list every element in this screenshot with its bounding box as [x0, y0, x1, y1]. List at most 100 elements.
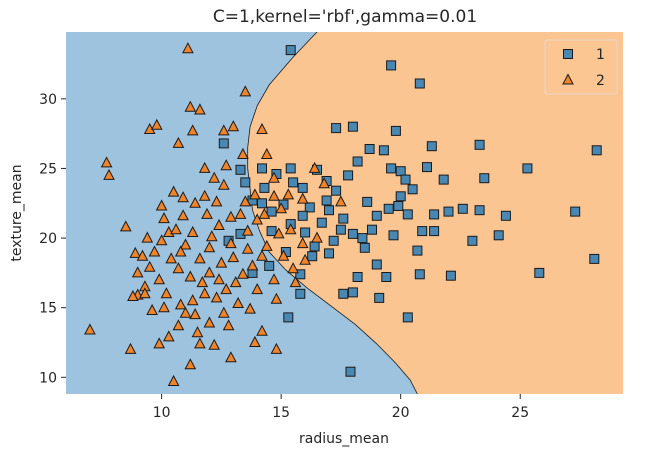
data-point-class-1: [417, 226, 428, 237]
data-point-class-1: [259, 182, 270, 193]
data-point-class-2: [177, 209, 189, 221]
data-point-class-1: [474, 139, 485, 150]
data-point-class-1: [283, 312, 294, 323]
data-point-class-1: [367, 224, 377, 235]
data-point-class-2: [318, 177, 331, 189]
data-point-class-2: [198, 287, 211, 299]
data-point-class-2: [225, 210, 237, 222]
data-point-class-1: [534, 267, 545, 278]
data-point-class-2: [260, 147, 273, 159]
data-point-class-2: [191, 326, 204, 338]
data-point-class-2: [158, 301, 170, 313]
data-point-class-2: [229, 276, 242, 288]
data-point-class-2: [284, 223, 297, 235]
data-point-class-2: [201, 207, 213, 219]
data-point-class-2: [234, 207, 247, 219]
data-point-class-1: [345, 366, 356, 377]
legend-label-class-2: 2: [596, 73, 605, 89]
data-point-class-1: [500, 210, 511, 221]
data-point-class-2: [251, 213, 264, 225]
data-point-class-1: [402, 209, 413, 220]
data-point-class-1: [414, 269, 425, 280]
data-point-class-2: [213, 273, 225, 285]
data-point-class-2: [227, 251, 240, 263]
data-point-class-2: [172, 262, 185, 274]
data-point-class-2: [272, 227, 285, 239]
data-point-class-1: [381, 272, 392, 282]
data-point-class-1: [374, 292, 385, 303]
data-point-class-2: [311, 231, 323, 243]
data-point-class-2: [184, 358, 197, 370]
data-point-class-1: [371, 259, 382, 270]
data-point-class-2: [189, 308, 201, 320]
data-point-class-1: [467, 235, 478, 246]
data-point-class-2: [148, 245, 161, 257]
data-point-class-2: [260, 239, 273, 251]
data-point-class-1: [297, 182, 308, 193]
legend-frame: [544, 39, 618, 95]
data-point-class-1: [438, 174, 449, 185]
data-point-class-2: [217, 124, 230, 136]
data-point-class-1: [328, 235, 339, 246]
data-point-class-2: [256, 324, 268, 336]
legend: 12: [544, 39, 618, 95]
y-axis: 10 15 20 25 30: [39, 92, 66, 386]
data-point-class-2: [203, 241, 216, 253]
data-point-class-1: [285, 45, 296, 56]
data-point-class-2: [136, 249, 149, 261]
data-point-class-2: [270, 292, 283, 304]
legend-items: 12: [562, 47, 605, 89]
data-point-class-2: [179, 306, 192, 318]
data-point-class-2: [210, 195, 223, 207]
data-point-class-1: [591, 145, 602, 156]
data-point-class-2: [127, 289, 139, 301]
x-axis-label: radius_mean: [299, 431, 389, 447]
y-tick-label: 10: [39, 370, 57, 386]
x-tick-label: 10: [153, 405, 171, 421]
data-point-class-2: [196, 276, 209, 288]
data-point-class-1: [362, 196, 373, 207]
data-point-class-2: [139, 287, 151, 299]
data-point-class-1: [218, 138, 229, 149]
data-point-class-2: [167, 185, 180, 197]
data-point-class-1: [388, 230, 399, 241]
data-point-class-1: [235, 164, 246, 175]
data-point-class-2: [100, 156, 113, 168]
data-point-class-2: [208, 338, 221, 350]
data-point-class-2: [141, 231, 154, 243]
data-point-class-2: [194, 103, 206, 115]
data-point-class-1: [347, 228, 358, 239]
data-point-class-1: [295, 288, 306, 299]
data-point-class-1: [474, 205, 485, 216]
data-point-class-2: [119, 220, 132, 232]
data-point-class-2: [256, 249, 268, 261]
data-point-class-2: [184, 270, 197, 282]
y-axis-label: texture_mean: [9, 164, 25, 261]
data-point-class-1: [426, 141, 437, 152]
data-point-class-1: [443, 206, 454, 217]
x-tick-label: 25: [511, 405, 529, 421]
data-point-class-2: [210, 291, 223, 303]
data-point-class-1: [264, 260, 275, 271]
data-point-class-1: [335, 224, 346, 235]
data-point-class-1: [386, 163, 397, 174]
data-point-class-1: [386, 60, 397, 71]
data-point-class-2: [160, 287, 173, 299]
data-point-class-2: [277, 249, 290, 261]
data-point-class-2: [150, 118, 163, 130]
data-point-class-1: [364, 144, 375, 154]
data-point-class-1: [295, 269, 306, 280]
data-point-class-1: [390, 125, 401, 136]
data-point-class-1: [352, 156, 363, 167]
data-point-class-1: [412, 245, 423, 256]
x-tick-label: 20: [392, 405, 410, 421]
data-point-class-2: [270, 342, 283, 354]
data-point-class-2: [172, 136, 185, 148]
decision-boundary: [247, 32, 418, 394]
data-point-class-2: [249, 335, 261, 347]
data-point-class-2: [222, 319, 235, 331]
data-point-class-2: [335, 195, 347, 207]
data-point-class-2: [237, 147, 249, 159]
x-tick-label: 15: [272, 405, 290, 421]
legend-label-class-1: 1: [596, 47, 605, 63]
